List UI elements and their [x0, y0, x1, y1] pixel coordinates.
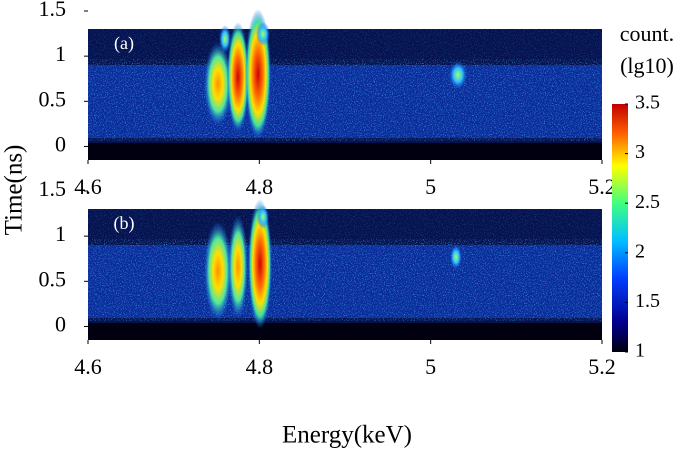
heatmap-noise: [88, 209, 602, 239]
x-tick-label: 4.8: [246, 354, 274, 379]
y-axis-label: Time(ns): [1, 145, 28, 236]
colorbar-title: (lg10): [620, 53, 674, 78]
colorbar-title: count.: [620, 21, 674, 46]
emission-line: [248, 199, 272, 329]
y-tick-label: 1: [55, 41, 66, 66]
x-tick-label: 4.6: [74, 354, 102, 379]
y-tick-label: 0.5: [39, 266, 67, 291]
y-tick-label: 1.5: [39, 0, 67, 21]
heatmap: [88, 199, 602, 340]
emission-line: [227, 22, 249, 132]
panel-label: (a): [114, 33, 134, 54]
colorbar-tick-label: 1.5: [635, 290, 660, 312]
y-tick-label: 1.5: [39, 176, 67, 201]
heatmap: [88, 9, 602, 160]
emission-line: [204, 42, 232, 126]
colorbar-tick-label: 1: [635, 340, 645, 362]
colorbar: [612, 104, 628, 352]
x-tick-label: 5.2: [588, 354, 616, 379]
y-tick-label: 0: [55, 312, 66, 337]
emission-line: [450, 245, 462, 269]
x-tick-label: 5: [425, 354, 436, 379]
x-tick-label: 4.6: [74, 174, 102, 199]
heatmap-floor: [88, 323, 602, 340]
x-tick-label: 5: [425, 174, 436, 199]
heatmap-noise: [88, 59, 602, 141]
emission-line: [256, 22, 270, 46]
colorbar-tick-label: 2: [635, 240, 645, 262]
heatmap-noise: [88, 29, 602, 59]
y-tick-label: 0.5: [39, 86, 67, 111]
emission-line: [204, 221, 232, 321]
emission-line: [228, 215, 248, 319]
x-tick-label: 4.8: [246, 174, 274, 199]
colorbar-tick-label: 2.5: [635, 191, 660, 213]
emission-line: [449, 61, 467, 89]
colorbar-tick-label: 3.5: [635, 92, 660, 114]
colorbar-tick-label: 3: [635, 141, 645, 163]
emission-line: [257, 205, 269, 229]
heatmap-noise: [88, 239, 602, 321]
x-tick-label: 5.2: [588, 174, 616, 199]
y-tick-label: 0: [55, 132, 66, 157]
panel-label: (b): [114, 213, 135, 234]
heatmap-floor: [88, 143, 602, 160]
y-tick-label: 1: [55, 221, 66, 246]
emission-line: [219, 25, 231, 53]
x-axis-label: Energy(keV): [282, 422, 412, 449]
